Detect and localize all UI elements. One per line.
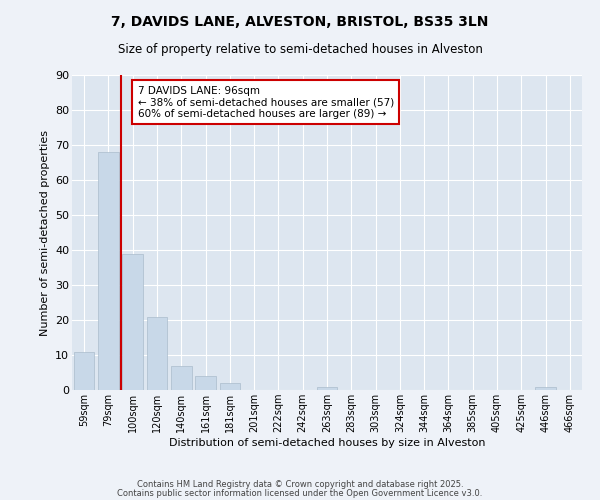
Text: Size of property relative to semi-detached houses in Alveston: Size of property relative to semi-detach… bbox=[118, 42, 482, 56]
Bar bbox=[317, 386, 337, 390]
Bar bbox=[74, 352, 94, 390]
Text: 7 DAVIDS LANE: 96sqm
← 38% of semi-detached houses are smaller (57)
60% of semi-: 7 DAVIDS LANE: 96sqm ← 38% of semi-detac… bbox=[137, 86, 394, 118]
Bar bbox=[146, 316, 167, 390]
Bar bbox=[535, 386, 556, 390]
Text: 7, DAVIDS LANE, ALVESTON, BRISTOL, BS35 3LN: 7, DAVIDS LANE, ALVESTON, BRISTOL, BS35 … bbox=[112, 15, 488, 29]
Bar bbox=[195, 376, 216, 390]
Bar bbox=[98, 152, 119, 390]
X-axis label: Distribution of semi-detached houses by size in Alveston: Distribution of semi-detached houses by … bbox=[169, 438, 485, 448]
Bar bbox=[171, 366, 191, 390]
Text: Contains HM Land Registry data © Crown copyright and database right 2025.: Contains HM Land Registry data © Crown c… bbox=[137, 480, 463, 489]
Text: Contains public sector information licensed under the Open Government Licence v3: Contains public sector information licen… bbox=[118, 489, 482, 498]
Bar bbox=[122, 254, 143, 390]
Bar bbox=[220, 383, 240, 390]
Y-axis label: Number of semi-detached properties: Number of semi-detached properties bbox=[40, 130, 50, 336]
